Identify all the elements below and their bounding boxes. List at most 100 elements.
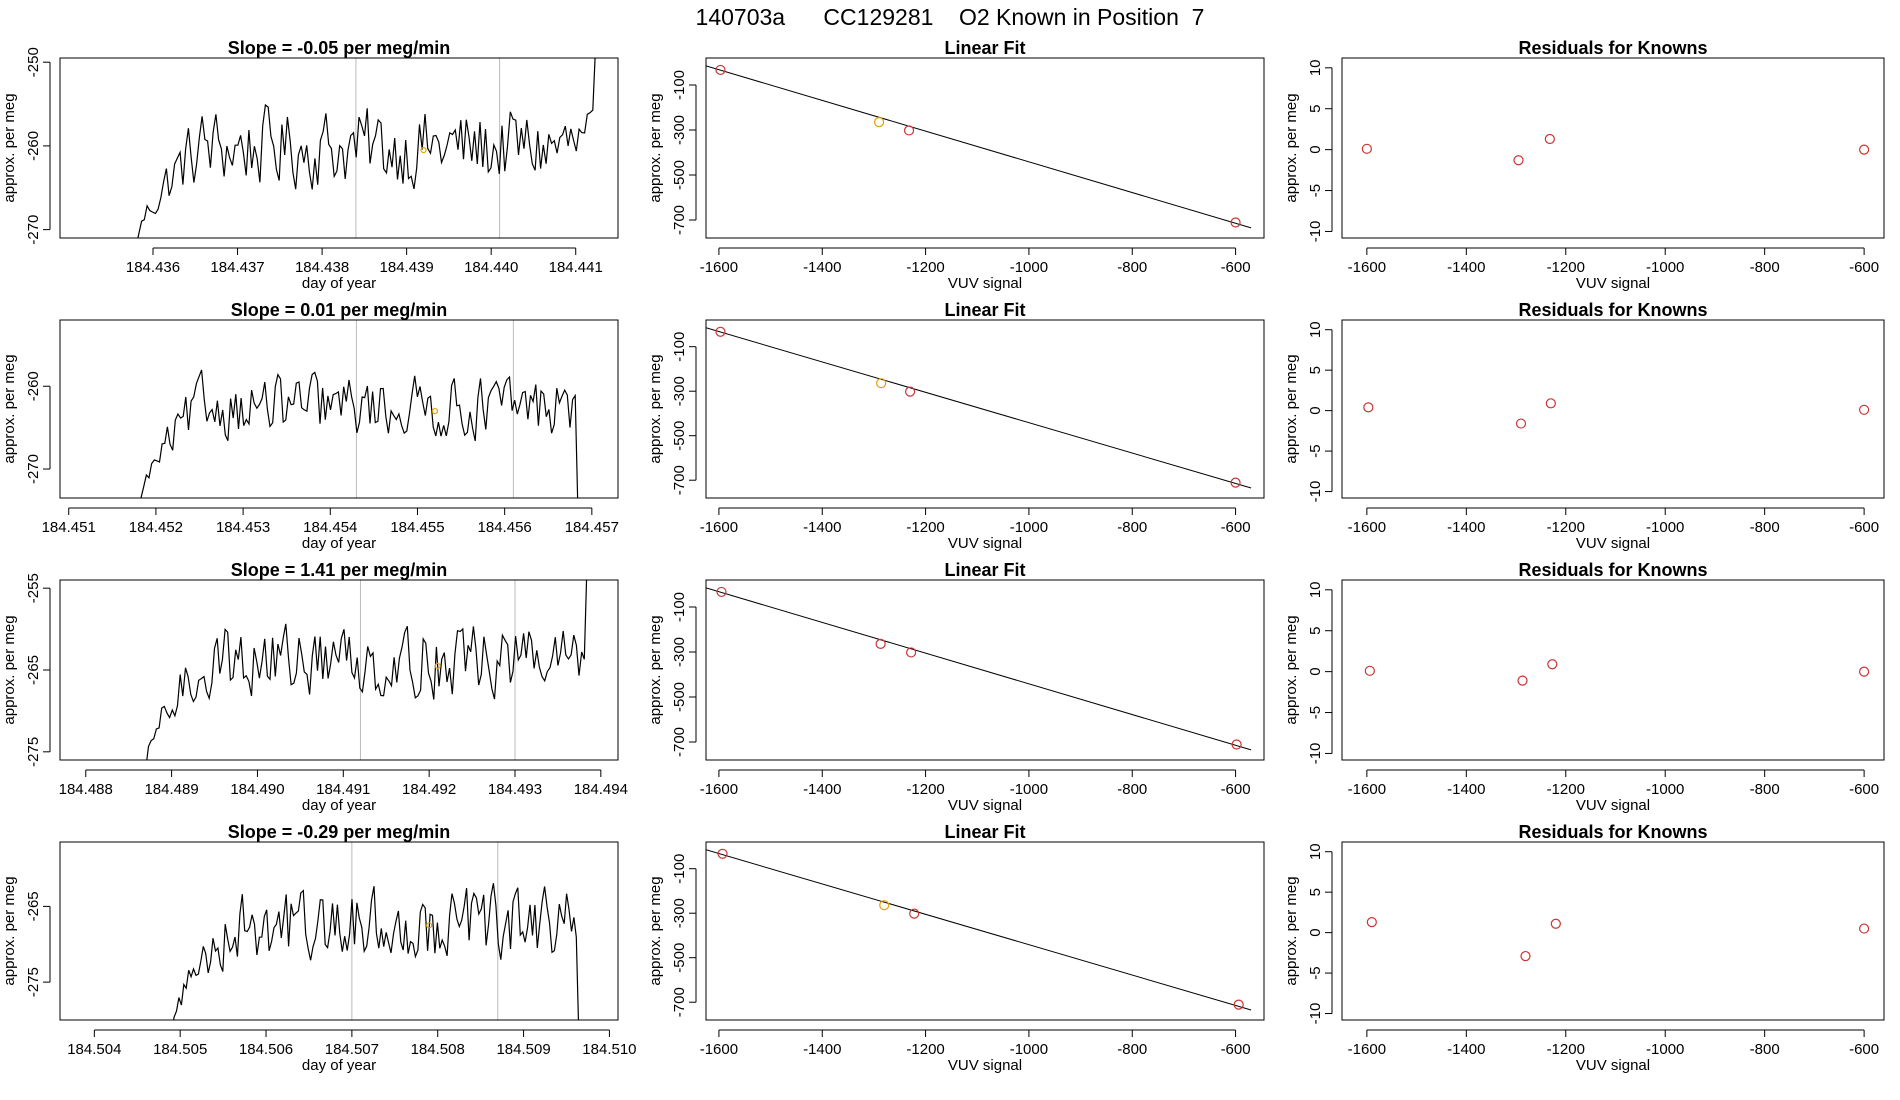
plot-area: [137, 58, 596, 238]
panel-title: Linear Fit: [944, 38, 1025, 58]
x-tick-label: -600: [1221, 1041, 1251, 1058]
x-tick-label: 184.441: [549, 259, 603, 276]
x-tick-label: -1400: [803, 519, 841, 536]
panel-title: Linear Fit: [944, 300, 1025, 320]
data-point: [906, 647, 917, 658]
x-tick-label: 184.453: [216, 519, 270, 536]
x-tick-label: -800: [1117, 1041, 1147, 1058]
x-tick-label: -1200: [1547, 781, 1585, 798]
x-tick-label: -1200: [1547, 1041, 1585, 1058]
y-axis-label: approx. per meg: [647, 876, 664, 985]
x-tick-label: -600: [1221, 519, 1251, 536]
y-tick-label: -10: [1307, 221, 1324, 243]
x-tick-label: 184.491: [316, 781, 370, 798]
x-axis-label: VUV signal: [1576, 275, 1650, 292]
data-point: [1364, 665, 1375, 676]
x-tick-label: 184.455: [390, 519, 444, 536]
y-tick-label: -500: [671, 943, 688, 973]
y-tick-label: 0: [1307, 145, 1324, 153]
y-axis-label: approx. per meg: [1, 615, 18, 724]
x-tick-label: 184.510: [582, 1041, 636, 1058]
y-tick-label: -270: [25, 454, 42, 484]
y-tick-label: 10: [1307, 321, 1324, 338]
panel-1-2: Linear Fit -1600 -1400 -1200 -1000 -800 -600 VU…: [647, 38, 1265, 292]
plot-frame: [1341, 57, 1885, 239]
plot-area: [140, 320, 579, 498]
y-tick-label: 5: [1307, 105, 1324, 113]
x-tick-label: -1400: [803, 259, 841, 276]
x-tick-label: -1600: [1348, 781, 1386, 798]
mean-marker: [431, 407, 439, 415]
y-tick-label: -265: [25, 655, 42, 685]
y-tick-label: -100: [671, 854, 688, 884]
x-tick-label: -1600: [700, 781, 738, 798]
y-tick-label: 10: [1307, 59, 1324, 76]
y-tick-label: -260: [25, 371, 42, 401]
panel-3-3: Residuals for Knowns -1600 -1400 -1200 -1000…: [1283, 560, 1885, 814]
data-point: [1859, 923, 1870, 934]
data-point: [1361, 143, 1372, 154]
data-point: [1363, 402, 1374, 413]
y-tick-label: -500: [671, 682, 688, 712]
data-point: [909, 908, 920, 919]
x-tick-label: -1000: [1010, 1041, 1048, 1058]
y-tick-label: 5: [1307, 627, 1324, 635]
x-tick-label: -1600: [700, 259, 738, 276]
plot-frame: [705, 57, 1265, 239]
x-axis-label: VUV signal: [948, 275, 1022, 292]
y-axis-label: approx. per meg: [1, 876, 18, 985]
y-tick-label: -700: [671, 727, 688, 757]
plot-area: [706, 326, 1252, 489]
x-tick-label: 184.488: [59, 781, 113, 798]
x-tick-label: -600: [1849, 1041, 1879, 1058]
fit-line: [706, 587, 1252, 751]
panel-title: Slope = -0.05 per meg/min: [228, 38, 451, 58]
x-tick-label: -1000: [1010, 781, 1048, 798]
y-tick-label: -700: [671, 205, 688, 235]
mean-marker: [434, 662, 441, 670]
x-tick-label: 184.489: [144, 781, 198, 798]
panel-3-1: Slope = 1.41 per meg/min 184.488 184.489 18…: [1, 560, 628, 814]
x-tick-label: -800: [1750, 1041, 1780, 1058]
y-tick-label: -300: [671, 376, 688, 406]
y-tick-label: 10: [1307, 581, 1324, 598]
panel-title: Residuals for Knowns: [1518, 560, 1707, 580]
x-tick-label: 184.457: [565, 519, 619, 536]
panel-title: Residuals for Knowns: [1518, 822, 1707, 842]
data-point: [904, 386, 916, 397]
y-tick-label: -500: [671, 160, 688, 190]
x-axis-label: VUV signal: [1576, 535, 1650, 552]
x-tick-label: -1000: [1646, 781, 1684, 798]
x-tick-label: -800: [1750, 259, 1780, 276]
x-tick-label: -800: [1117, 519, 1147, 536]
data-point: [1366, 916, 1377, 928]
y-axis-label: approx. per meg: [647, 93, 664, 202]
x-tick-label: -1400: [803, 781, 841, 798]
x-tick-label: 184.508: [411, 1041, 465, 1058]
plot-frame: [1341, 319, 1885, 499]
x-axis-label: day of year: [302, 797, 376, 814]
x-tick-label: 184.509: [496, 1041, 550, 1058]
x-axis-label: day of year: [302, 1057, 376, 1074]
data-point: [1517, 675, 1528, 686]
y-tick-label: 5: [1307, 888, 1324, 896]
x-tick-label: 184.504: [67, 1041, 121, 1058]
data-point: [1547, 659, 1558, 670]
plot-frame: [59, 319, 619, 499]
y-tick-label: -5: [1307, 706, 1324, 719]
plot-frame: [59, 841, 619, 1021]
panel-1-1: Slope = -0.05 per meg/min 184.436 184.437 1…: [1, 38, 619, 292]
panel-title: Residuals for Knowns: [1518, 300, 1707, 320]
y-tick-label: 0: [1307, 667, 1324, 675]
data-point: [879, 900, 890, 911]
data-point: [1859, 404, 1870, 415]
y-tick-label: -275: [25, 967, 42, 997]
plot-area: [706, 64, 1252, 229]
x-tick-label: -600: [1221, 781, 1251, 798]
y-tick-label: -5: [1307, 444, 1324, 457]
x-tick-label: -600: [1849, 259, 1879, 276]
plot-area: [1361, 133, 1870, 166]
y-tick-label: -270: [25, 215, 42, 245]
x-tick-label: -1000: [1646, 1041, 1684, 1058]
